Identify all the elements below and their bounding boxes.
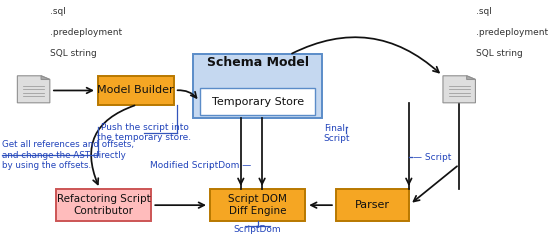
FancyBboxPatch shape [200,88,315,115]
Text: Modified ScriptDom —: Modified ScriptDom — [150,161,251,170]
Polygon shape [17,76,50,103]
Text: SQL string: SQL string [476,49,522,58]
FancyBboxPatch shape [193,54,322,118]
Text: Final
Script: Final Script [324,124,350,143]
FancyBboxPatch shape [98,76,174,105]
Text: SQL string: SQL string [50,49,97,58]
Text: Model Builder: Model Builder [97,86,174,95]
Text: .sql: .sql [50,7,66,16]
FancyBboxPatch shape [210,189,305,221]
Polygon shape [443,76,475,103]
FancyBboxPatch shape [336,189,409,221]
Text: .predeployment: .predeployment [50,28,123,37]
Text: Script DOM
Diff Engine: Script DOM Diff Engine [228,194,287,216]
Polygon shape [41,76,50,79]
Text: .sql: .sql [476,7,492,16]
Text: Get all references and offsets,
and change the AST directly
by using the offsets: Get all references and offsets, and chan… [2,140,134,170]
Text: Push the script into
the temporary store.: Push the script into the temporary store… [97,123,192,142]
Text: .predeployment: .predeployment [476,28,548,37]
Text: ScriptDom: ScriptDom [234,225,282,234]
Polygon shape [466,76,475,79]
Text: — Script: — Script [413,153,452,162]
Text: Schema Model: Schema Model [207,56,309,69]
FancyBboxPatch shape [56,189,151,221]
Text: Temporary Store: Temporary Store [212,97,304,107]
Text: Refactoring Script
Contributor: Refactoring Script Contributor [57,194,151,216]
Text: Parser: Parser [355,200,390,210]
